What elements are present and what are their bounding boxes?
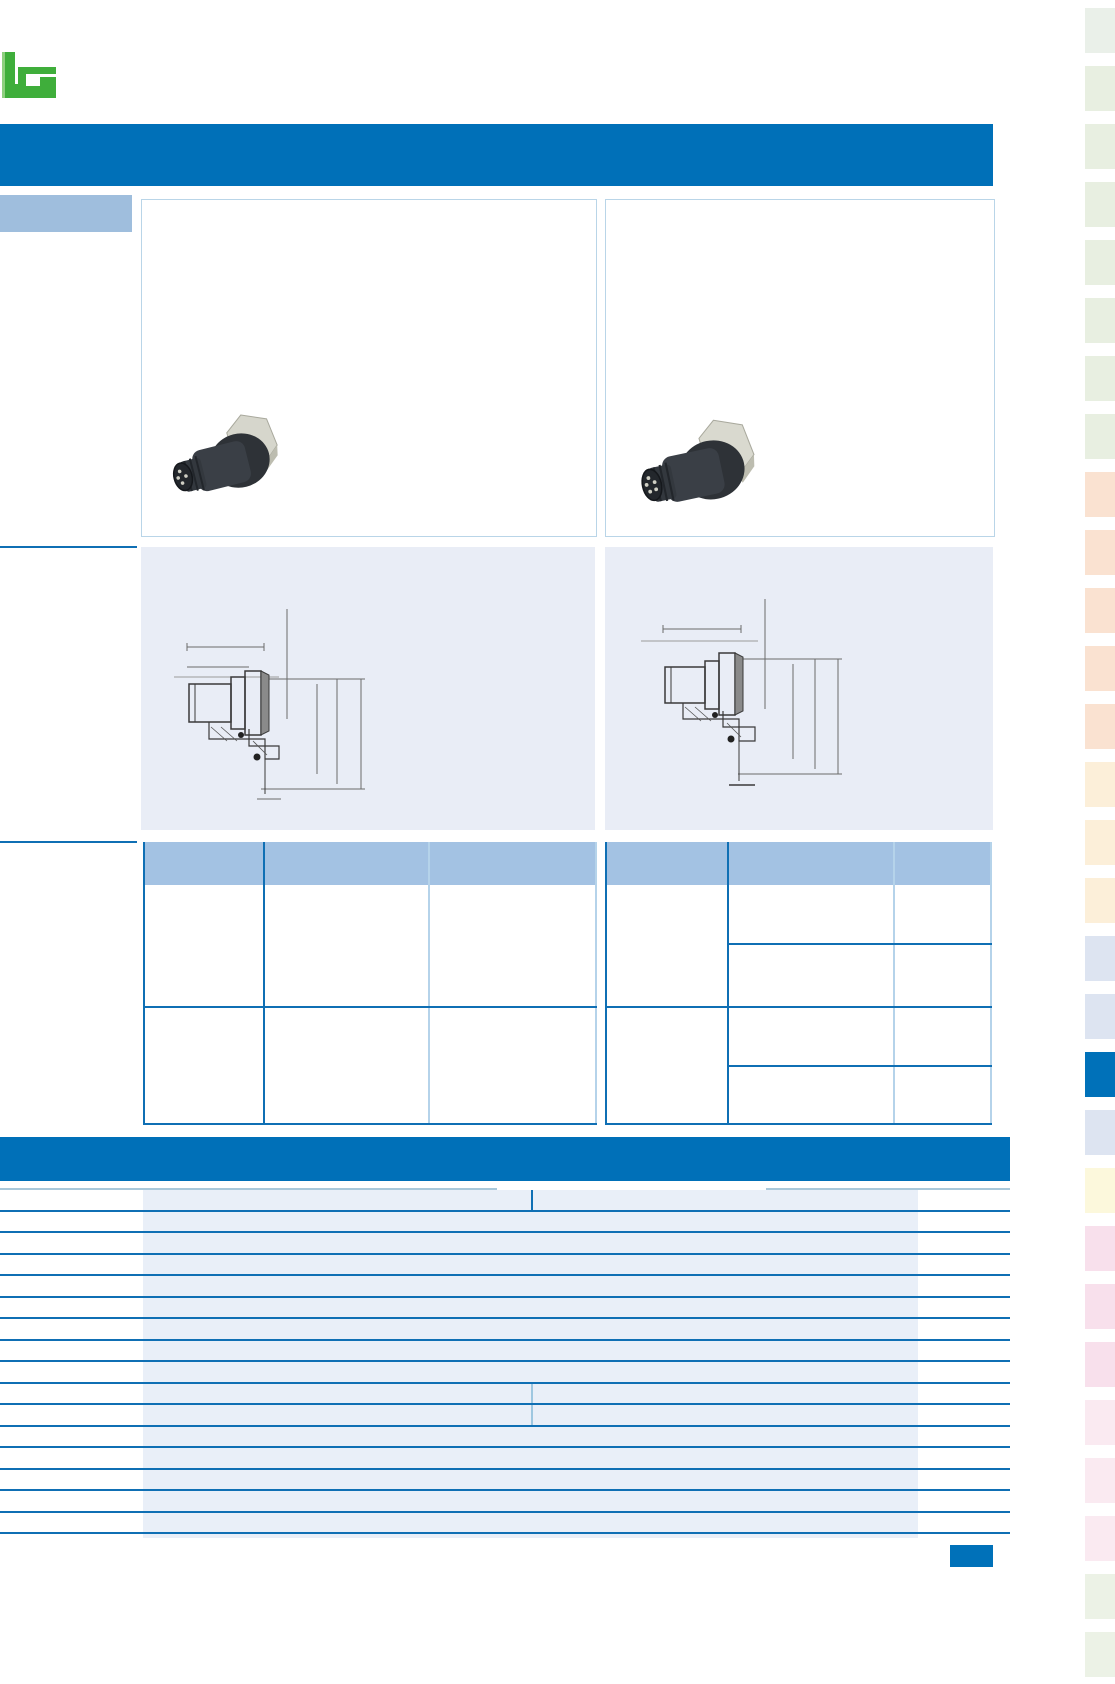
- spec-row: [0, 1362, 1010, 1384]
- spec-row-divider: [531, 1383, 533, 1403]
- section-tab: [1085, 8, 1115, 53]
- dimensional-drawing-panel-right: [605, 547, 993, 830]
- table-column-divider: [893, 842, 895, 1125]
- spec-row: [0, 1491, 1010, 1513]
- spec-row: [0, 1470, 1010, 1491]
- section-rule-drawings: [0, 546, 137, 548]
- section-tab: [1085, 588, 1115, 633]
- spec-row: [0, 1298, 1010, 1319]
- binder-logo-icon: [2, 52, 56, 98]
- table-row-divider: [605, 1006, 992, 1008]
- product-photo-panel-left: [141, 199, 597, 537]
- section-tab: [1085, 124, 1115, 169]
- dimensional-drawing-panel-left: [141, 547, 595, 830]
- spec-row: [0, 1341, 1010, 1362]
- table-border: [605, 1123, 992, 1125]
- table-column-divider: [428, 842, 430, 1125]
- section-tab: [1085, 704, 1115, 749]
- section-tab-active: [1085, 1052, 1115, 1097]
- section-tab: [1085, 1110, 1115, 1155]
- section-tab: [1085, 1168, 1115, 1213]
- table-header-row: [143, 842, 597, 885]
- section-tab: [1085, 994, 1115, 1039]
- table-border: [595, 842, 597, 1125]
- series-title-band: [0, 124, 993, 186]
- table-subrow-divider: [727, 1065, 992, 1067]
- section-tab: [1085, 356, 1115, 401]
- section-tab: [1085, 1226, 1115, 1271]
- spec-row-divider: [531, 1190, 533, 1210]
- section-tab: [1085, 1458, 1115, 1503]
- spec-table: [0, 1190, 1010, 1534]
- ordering-table-left: [143, 842, 597, 1125]
- spec-row-divider: [531, 1405, 533, 1425]
- connector-photo-icon: [172, 414, 278, 492]
- section-tab: [1085, 1574, 1115, 1619]
- spec-row: [0, 1190, 1010, 1212]
- table-row-divider: [143, 1006, 597, 1008]
- ordering-table-right: [605, 842, 992, 1125]
- table-subrow-divider: [727, 943, 992, 945]
- table-column-divider: [263, 842, 265, 1125]
- connector-photo-icon: [641, 419, 755, 502]
- category-tab: [0, 195, 132, 232]
- spec-row: [0, 1405, 1010, 1427]
- table-border: [605, 842, 607, 1125]
- spec-row: [0, 1513, 1010, 1534]
- spec-row: [0, 1255, 1010, 1276]
- section-tab: [1085, 1342, 1115, 1387]
- section-tab: [1085, 1284, 1115, 1329]
- spec-table-highlight-column: [143, 1190, 918, 1538]
- section-tab: [1085, 1516, 1115, 1561]
- spec-row: [0, 1448, 1010, 1470]
- section-tab: [1085, 66, 1115, 111]
- section-tab: [1085, 240, 1115, 285]
- section-tab: [1085, 878, 1115, 923]
- section-tab: [1085, 530, 1115, 575]
- section-tab: [1085, 820, 1115, 865]
- section-tab: [1085, 646, 1115, 691]
- section-tab: [1085, 1632, 1115, 1677]
- dimensional-drawing-icon: [174, 609, 365, 800]
- product-photo-panel-right: [605, 199, 995, 537]
- table-header-row: [605, 842, 992, 885]
- spec-row: [0, 1276, 1010, 1298]
- section-tab: [1085, 298, 1115, 343]
- spec-table-top-rule: [766, 1188, 1010, 1190]
- spec-row: [0, 1383, 1010, 1405]
- section-tab: [1085, 762, 1115, 807]
- section-tab: [1085, 182, 1115, 227]
- dimensional-drawing-icon: [641, 599, 842, 786]
- technical-data-band: [0, 1137, 1010, 1181]
- table-column-divider: [727, 842, 729, 1125]
- spec-row: [0, 1233, 1010, 1255]
- section-tab: [1085, 936, 1115, 981]
- page-number-box: [950, 1545, 993, 1567]
- spec-row: [0, 1427, 1010, 1448]
- section-rule-ordering: [0, 841, 137, 843]
- table-border: [143, 842, 145, 1125]
- section-tab: [1085, 1400, 1115, 1445]
- section-tab: [1085, 414, 1115, 459]
- spec-table-top-rule: [0, 1188, 497, 1190]
- table-border: [143, 1123, 597, 1125]
- spec-row: [0, 1319, 1010, 1341]
- table-border: [990, 842, 992, 1125]
- spec-row: [0, 1212, 1010, 1233]
- section-tab: [1085, 472, 1115, 517]
